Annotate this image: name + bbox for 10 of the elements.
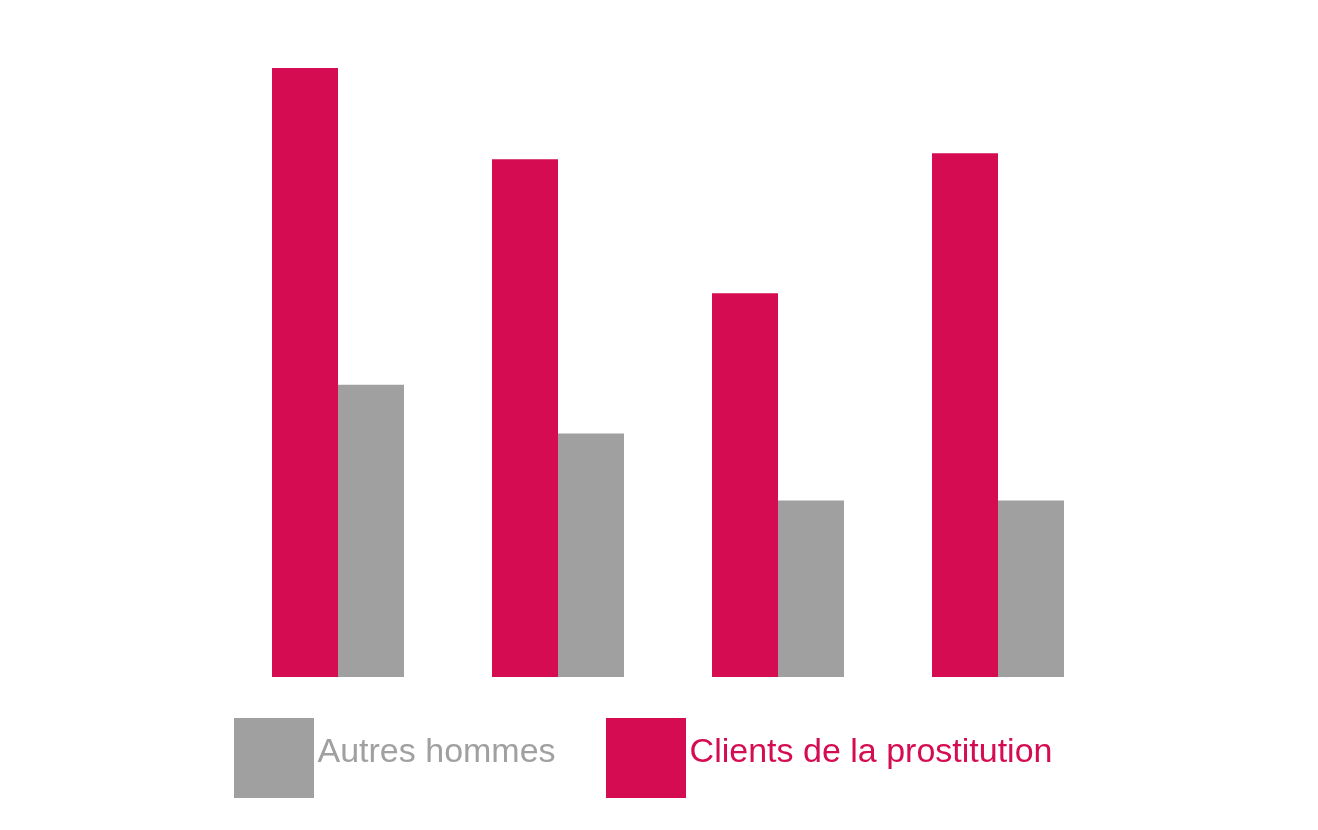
legend-label: Autres hommes bbox=[317, 731, 556, 770]
bar bbox=[998, 500, 1064, 677]
bar bbox=[932, 153, 998, 677]
bar bbox=[712, 293, 778, 677]
bar bbox=[778, 500, 844, 677]
bar bbox=[338, 384, 404, 677]
bar bbox=[492, 159, 558, 677]
legend-label: Clients de la prostitution bbox=[689, 731, 1053, 770]
bar bbox=[558, 433, 624, 677]
bar bbox=[272, 68, 338, 677]
